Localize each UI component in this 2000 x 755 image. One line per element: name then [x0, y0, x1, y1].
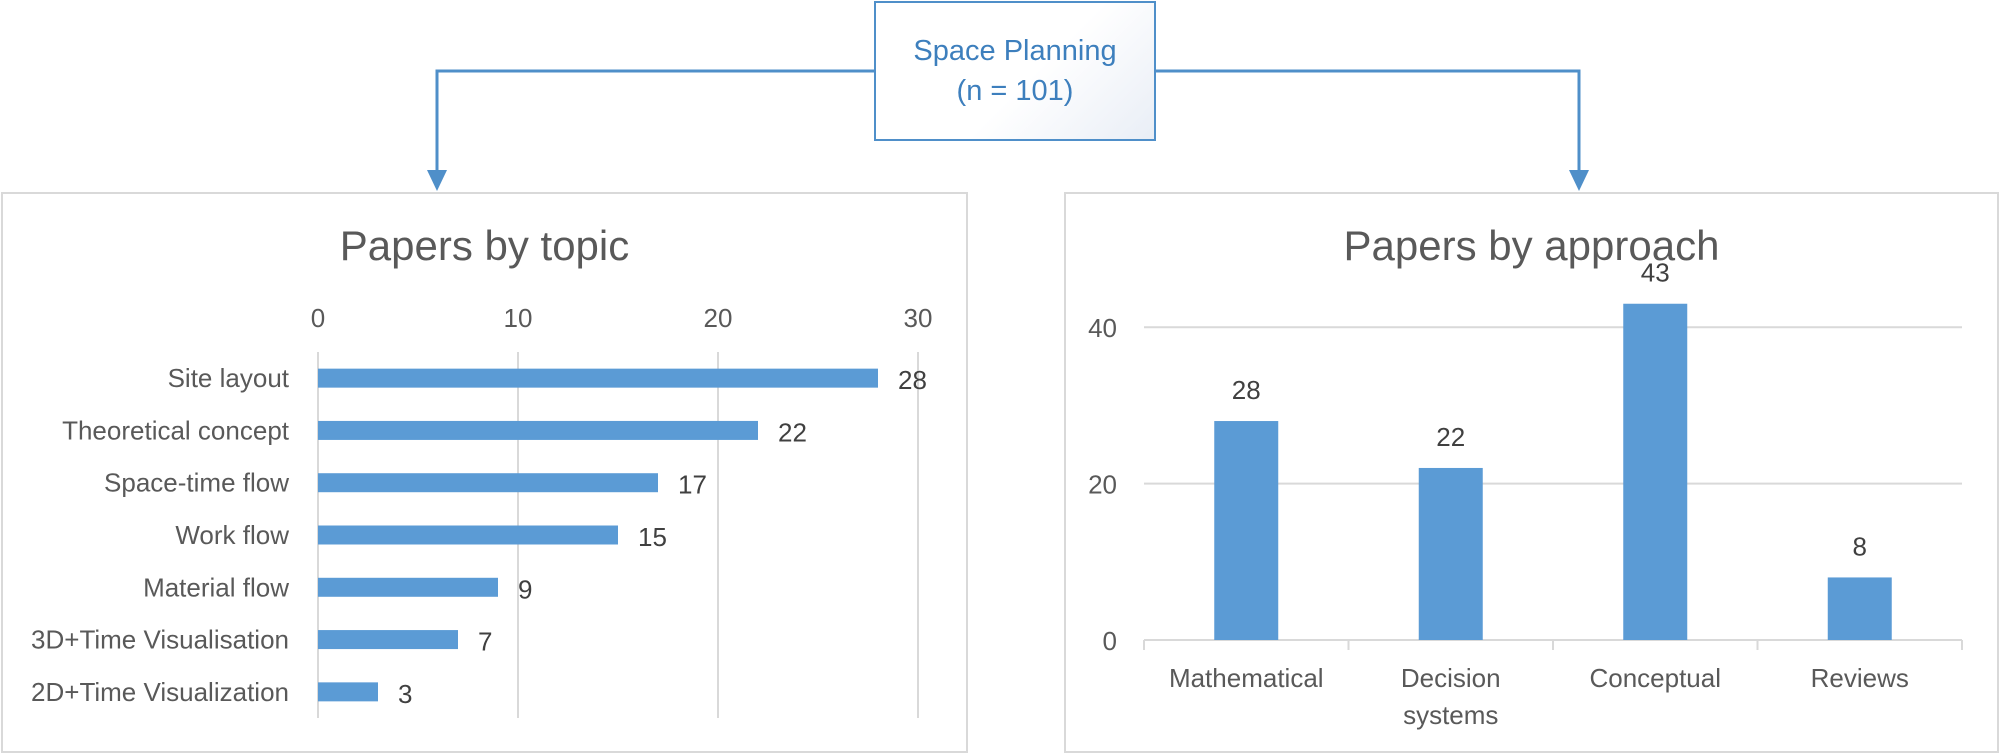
category-label: Work flow [175, 520, 289, 550]
data-label: 22 [778, 417, 807, 447]
tick-label-x: 10 [504, 303, 533, 333]
data-label: 3 [398, 679, 412, 709]
data-label: 43 [1641, 258, 1670, 288]
arrowhead-right [1569, 170, 1589, 191]
bar [318, 577, 498, 597]
bar [1827, 577, 1892, 640]
bar [1214, 421, 1279, 640]
tick-label-x: 20 [704, 303, 733, 333]
category-label: Theoretical concept [62, 415, 290, 445]
connector-right [1156, 69, 1581, 172]
category-label: Mathematical [1169, 663, 1324, 693]
category-label: 2D+Time Visualization [31, 677, 289, 707]
space-planning-box: Space Planning (n = 101) [874, 1, 1156, 141]
data-label: 15 [638, 522, 667, 552]
category-label: 3D+Time Visualisation [31, 625, 289, 655]
bar [318, 630, 458, 650]
chart-title-approach: Papers by approach [1343, 222, 1720, 269]
category-label: Conceptual [1589, 663, 1721, 693]
tick-label-y: 0 [1103, 626, 1117, 656]
tick-label-x: 30 [904, 303, 933, 333]
category-label: Space-time flow [104, 468, 289, 498]
tick-label-x: 0 [311, 303, 325, 333]
category-label: Reviews [1811, 663, 1909, 693]
tick-label-y: 20 [1088, 470, 1117, 500]
bar [1623, 303, 1688, 640]
category-label: systems [1403, 700, 1498, 730]
data-label: 22 [1436, 422, 1465, 452]
connector-left [435, 69, 874, 172]
bar [318, 420, 758, 440]
category-label: Material flow [143, 572, 289, 602]
root-title: Space Planning [913, 35, 1117, 67]
chart-title-topic: Papers by topic [339, 222, 630, 269]
data-label: 9 [518, 574, 532, 604]
tick-label-y: 40 [1088, 313, 1117, 343]
category-label: Decision [1401, 663, 1501, 693]
category-label: Site layout [168, 363, 290, 393]
bar [1418, 467, 1483, 640]
data-label: 28 [898, 365, 927, 395]
root-subtitle: (n = 101) [956, 75, 1074, 107]
arrowhead-left [427, 170, 447, 191]
panel-papers-by-topic: Papers by topic [1, 192, 968, 753]
bar [318, 682, 378, 702]
bar [318, 525, 618, 545]
bar [318, 368, 878, 388]
data-label: 7 [478, 627, 492, 657]
bar [318, 473, 658, 493]
data-label: 8 [1853, 531, 1867, 561]
data-label: 28 [1232, 375, 1261, 405]
data-label: 17 [678, 470, 707, 500]
